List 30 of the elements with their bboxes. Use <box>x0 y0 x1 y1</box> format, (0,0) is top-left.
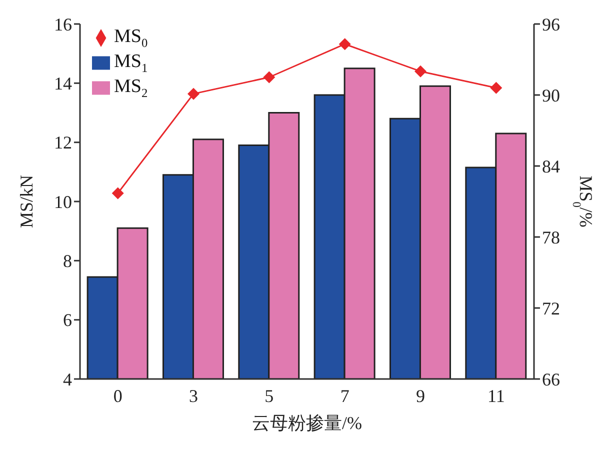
x-tick-label: 0 <box>113 386 122 406</box>
x-tick-label: 9 <box>416 386 425 406</box>
y-tick-label: 6 <box>63 310 72 330</box>
y-tick-label: 8 <box>63 251 72 272</box>
y2-tick-label: 66 <box>542 369 560 390</box>
x-tick-label: 7 <box>340 386 350 406</box>
y-tick-label: 12 <box>54 132 72 153</box>
y-tick-label: 14 <box>54 74 72 94</box>
x-axis-title: 云母粉掺量/% <box>252 413 362 433</box>
x-tick-label: 5 <box>264 386 274 406</box>
point <box>112 187 124 200</box>
y2-tick-label: 90 <box>542 85 560 106</box>
y-axis-title: MS/kN <box>16 174 36 228</box>
point <box>188 88 200 100</box>
point <box>338 38 351 50</box>
y-tick-label: 10 <box>54 192 72 212</box>
x-tick-label: 11 <box>487 386 505 406</box>
y-tick-label: 4 <box>63 369 72 390</box>
legend-label: MS$_{0}$ <box>114 26 148 50</box>
legend-label: MS$_{1}$ <box>114 50 148 75</box>
y-tick-label: 16 <box>54 14 72 34</box>
y2-tick-label: 78 <box>542 227 560 248</box>
point <box>263 71 276 84</box>
y2-tick-label: 96 <box>542 14 560 34</box>
legend-label: MS$_{2}$ <box>114 76 148 100</box>
point <box>490 82 502 94</box>
point <box>414 65 426 78</box>
y2-tick-label: 72 <box>542 298 560 318</box>
y2-tick-label: 84 <box>542 156 560 176</box>
x-tick-label: 3 <box>189 386 198 406</box>
